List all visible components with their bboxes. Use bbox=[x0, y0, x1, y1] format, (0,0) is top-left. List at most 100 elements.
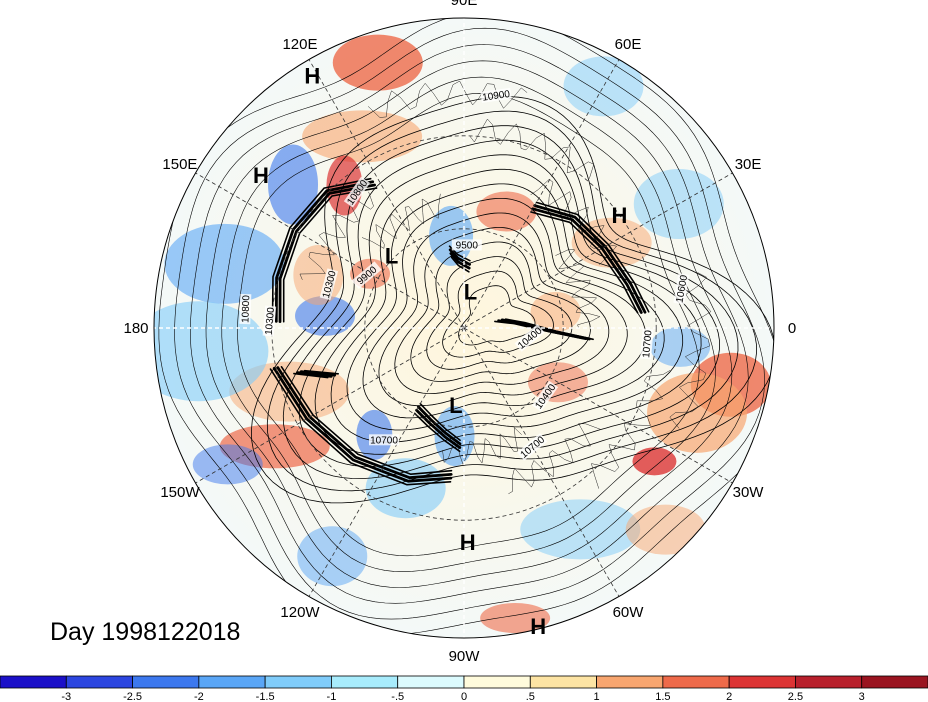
parallel bbox=[364, 228, 564, 428]
colorbar-tick-label: 2.5 bbox=[788, 691, 803, 702]
height-contour bbox=[346, 183, 665, 431]
meridian bbox=[195, 172, 465, 329]
contour-value-label: 10300 bbox=[262, 305, 277, 337]
low-pressure-label: L bbox=[449, 393, 462, 418]
map-title: Day 1998122018 bbox=[50, 618, 241, 646]
height-contour bbox=[298, 139, 721, 467]
contour-value-label: 9500 bbox=[451, 239, 482, 251]
anomaly-blob bbox=[563, 56, 644, 117]
colorbar-tick-label: 3 bbox=[859, 691, 865, 702]
anomaly-blob bbox=[530, 291, 581, 332]
contour-value-label: 10700 bbox=[640, 328, 655, 360]
coastline bbox=[669, 272, 712, 429]
jet-contour bbox=[448, 248, 471, 266]
colorbar-swatch bbox=[198, 675, 266, 689]
meridian bbox=[463, 172, 733, 329]
colorbar-tick-label: 0 bbox=[461, 691, 467, 702]
longitude-label: 30E bbox=[735, 156, 762, 173]
jet-contour bbox=[531, 207, 643, 314]
low-pressure-label: L bbox=[385, 244, 398, 269]
high-pressure-label: H bbox=[460, 530, 476, 555]
contour-value-label: 10600 bbox=[673, 273, 690, 305]
meridian bbox=[463, 59, 620, 329]
longitude-labels: 90E 60E 30E 0 30W 60W 90W 120W 150W 180 150E 120E bbox=[123, 0, 796, 665]
colorbar-tick-label: -3 bbox=[61, 691, 71, 702]
colorbar-swatch bbox=[596, 675, 664, 689]
longitude-label: 150E bbox=[162, 156, 197, 173]
jet-contour bbox=[269, 368, 452, 486]
high-pressure-label: H bbox=[612, 203, 628, 228]
colorbar-swatch bbox=[0, 675, 67, 689]
height-contour bbox=[378, 212, 628, 407]
anomaly-blob bbox=[332, 34, 423, 91]
longitude-label: 150W bbox=[160, 484, 200, 501]
anomaly-blob bbox=[625, 504, 706, 555]
anomaly-blob bbox=[647, 372, 748, 453]
colorbar-swatch bbox=[861, 675, 928, 689]
height-contour bbox=[410, 241, 591, 382]
height-contour bbox=[314, 154, 702, 455]
colorbar-tick-label: 1.5 bbox=[655, 691, 670, 702]
height-contour bbox=[266, 110, 757, 492]
contour-value-label: 10800 bbox=[239, 293, 252, 325]
colorbar-swatch bbox=[529, 675, 597, 689]
meridian bbox=[195, 327, 465, 484]
coastline bbox=[508, 423, 601, 495]
anomaly-blob bbox=[632, 447, 677, 476]
colorbar-swatch bbox=[463, 675, 531, 689]
svg-text:10600: 10600 bbox=[674, 274, 690, 304]
longitude-label: 120E bbox=[282, 36, 317, 53]
height-contour bbox=[458, 285, 536, 346]
anomaly-blob bbox=[164, 223, 285, 304]
coastline bbox=[361, 193, 441, 249]
map-boundary bbox=[153, 17, 775, 639]
height-contour bbox=[394, 227, 610, 395]
jet-contour bbox=[449, 252, 471, 270]
high-pressure-label: H bbox=[530, 614, 546, 639]
colorbar-swatch bbox=[662, 675, 730, 689]
height-contour bbox=[330, 168, 684, 443]
colorbar-swatch bbox=[728, 675, 796, 689]
anomaly-blob bbox=[650, 326, 711, 367]
coastline bbox=[591, 370, 671, 489]
colorbar-tick-label: -2 bbox=[194, 691, 204, 702]
height-contour bbox=[282, 125, 739, 480]
jet-contour bbox=[535, 201, 650, 313]
lat-lon-grid bbox=[154, 18, 774, 638]
colorbar-swatch bbox=[132, 675, 200, 689]
coastline bbox=[469, 118, 595, 179]
anomaly-blob bbox=[297, 526, 368, 587]
jet-contour bbox=[293, 372, 329, 379]
svg-text:10300: 10300 bbox=[264, 306, 277, 335]
jet-contour bbox=[450, 256, 470, 273]
anomaly-blob bbox=[295, 295, 356, 336]
jet-contour bbox=[413, 412, 461, 453]
coastline bbox=[555, 248, 601, 329]
colorbar-tick-label: -.5 bbox=[391, 691, 404, 702]
height-contour bbox=[442, 270, 554, 358]
meridian bbox=[308, 327, 465, 597]
longitude-label: 120W bbox=[280, 604, 320, 621]
jet-contour bbox=[278, 183, 376, 323]
meridian bbox=[308, 59, 465, 329]
jet-contour bbox=[296, 371, 333, 378]
jet-contour bbox=[415, 408, 462, 449]
jet-contour bbox=[505, 318, 594, 341]
polar-stereographic-map: 1090010800950099001030010300108001040010… bbox=[123, 0, 796, 665]
colorbar-swatch bbox=[397, 675, 465, 689]
contour-value-label: 10900 bbox=[480, 87, 512, 104]
high-pressure-label: H bbox=[304, 64, 320, 89]
colorbar-swatch bbox=[65, 675, 133, 689]
longitude-label: 90E bbox=[451, 0, 478, 9]
colorbar-tick-label: -1.5 bbox=[256, 691, 275, 702]
longitude-label: 180 bbox=[123, 320, 148, 337]
low-pressure-label: L bbox=[464, 279, 477, 304]
meridian bbox=[463, 327, 620, 597]
colorbar-tick-label: -1 bbox=[327, 691, 337, 702]
svg-text:10900: 10900 bbox=[482, 89, 512, 104]
longitude-label: 60W bbox=[613, 604, 645, 621]
high-pressure-label: H bbox=[253, 163, 269, 188]
anomaly-blob bbox=[302, 110, 423, 163]
svg-text:9500: 9500 bbox=[456, 240, 479, 251]
anomaly-blob bbox=[480, 603, 551, 634]
